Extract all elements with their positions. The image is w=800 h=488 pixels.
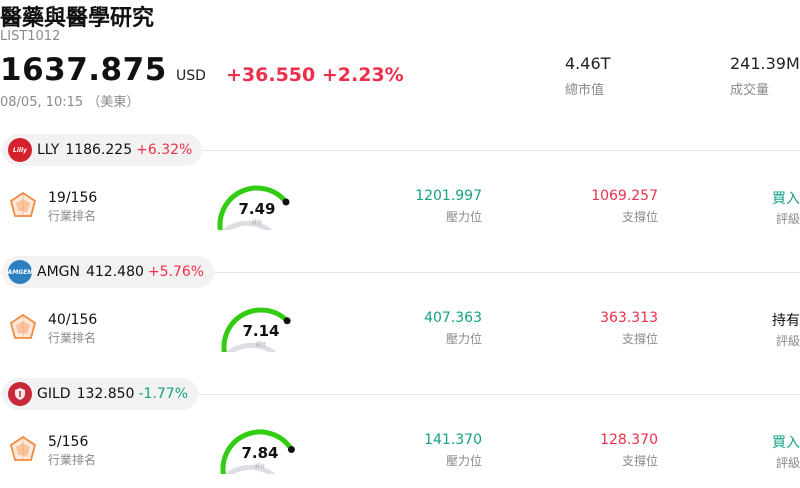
stock-change-percent: -1.77% [138, 386, 188, 402]
row-divider [0, 272, 800, 273]
row-divider [0, 394, 800, 395]
gauge-track [225, 464, 276, 474]
rating-value: 買入 [772, 435, 800, 451]
row-divider [0, 150, 800, 151]
rating-label: 評級 [775, 212, 800, 226]
rating-value: 持有 [772, 313, 800, 329]
stock-symbol: LLY [37, 142, 60, 158]
gauge-marker [287, 445, 295, 453]
shield-icon [15, 388, 25, 400]
resistance-value: 1201.997 [415, 188, 482, 204]
gauge-score-label: 評分 [251, 220, 262, 226]
gauge-fill [220, 429, 294, 474]
market-cap-value: 4.46T [565, 54, 611, 73]
resistance-label: 壓力位 [445, 454, 482, 468]
gauge-fill [221, 307, 290, 352]
gauge-marker [282, 198, 290, 206]
gauge-track [226, 342, 277, 352]
company-logo-icon: Lilly [8, 138, 32, 162]
gauge-fill [217, 185, 289, 230]
ranking-polygon-icon [9, 435, 37, 461]
resistance-label: 壓力位 [445, 210, 482, 224]
support-value: 1069.257 [591, 188, 658, 204]
change-percent: +2.23% [321, 64, 404, 86]
gauge-track [222, 220, 273, 230]
industry-rank-label: 行業排名 [48, 453, 97, 467]
industry-rank-label: 行業排名 [48, 209, 97, 223]
score-gauge [217, 185, 290, 230]
ranking-polygon-icon [9, 313, 37, 339]
support-value: 363.313 [600, 310, 658, 326]
stock-chip[interactable]: Lilly LLY 1186.225 +6.32% [2, 134, 203, 166]
support-label: 支撐位 [621, 332, 658, 346]
stock-change-percent: +6.32% [136, 142, 193, 158]
support-label: 支撐位 [621, 210, 658, 224]
gauge-score-value: 7.84 [241, 444, 279, 462]
gauge-score-label: 評分 [254, 464, 265, 470]
industry-rank-value: 40/156 [48, 312, 98, 328]
stock-price: 412.480 [85, 264, 144, 280]
stock-price: 1186.225 [65, 142, 133, 158]
industry-rank-label: 行業排名 [48, 331, 97, 345]
ranking-polygon-icon [9, 191, 37, 217]
stock-chip[interactable]: AMGEN AMGN 412.480 +5.76% [2, 256, 215, 288]
resistance-value: 141.370 [424, 432, 482, 448]
list-code: LIST1012 [0, 29, 61, 44]
volume-label: 成交量 [730, 83, 770, 98]
company-logo-icon [8, 382, 32, 406]
stock-chip[interactable]: GILD 132.850 -1.77% [2, 378, 198, 410]
gauge-score-label: 評分 [255, 342, 266, 348]
rating-label: 評級 [775, 456, 800, 470]
support-value: 128.370 [600, 432, 658, 448]
gauge-score-value: 7.14 [242, 322, 280, 340]
change-value: +36.550 [226, 64, 316, 86]
industry-rank-value: 19/156 [48, 190, 98, 206]
timestamp: 08/05, 10:15 （美東） [0, 95, 140, 110]
resistance-value: 407.363 [424, 310, 482, 326]
score-gauge [221, 307, 291, 352]
stock-price: 132.850 [76, 386, 135, 402]
company-logo-icon: AMGEN [8, 260, 32, 284]
stock-change-percent: +5.76% [147, 264, 205, 280]
resistance-label: 壓力位 [445, 332, 482, 346]
industry-rank-value: 5/156 [48, 434, 89, 450]
currency-label: USD [176, 68, 206, 84]
page-title: 醫藥與醫學研究 [0, 6, 155, 31]
rating-label: 評級 [775, 334, 800, 348]
stock-symbol: AMGN [37, 264, 80, 280]
gauge-score-value: 7.49 [238, 200, 276, 218]
volume-value: 241.39M [730, 54, 800, 73]
index-price: 1637.875 [0, 52, 167, 88]
logo-text: AMGEN [7, 268, 33, 276]
gauge-marker [283, 317, 291, 325]
support-label: 支撐位 [621, 454, 658, 468]
stock-symbol: GILD [37, 386, 71, 402]
market-cap-label: 總市值 [565, 83, 605, 98]
price-change: +36.550 +2.23% [226, 64, 404, 86]
rating-value: 買入 [772, 191, 800, 207]
score-gauge [220, 429, 295, 474]
logo-text: Lilly [13, 146, 27, 154]
